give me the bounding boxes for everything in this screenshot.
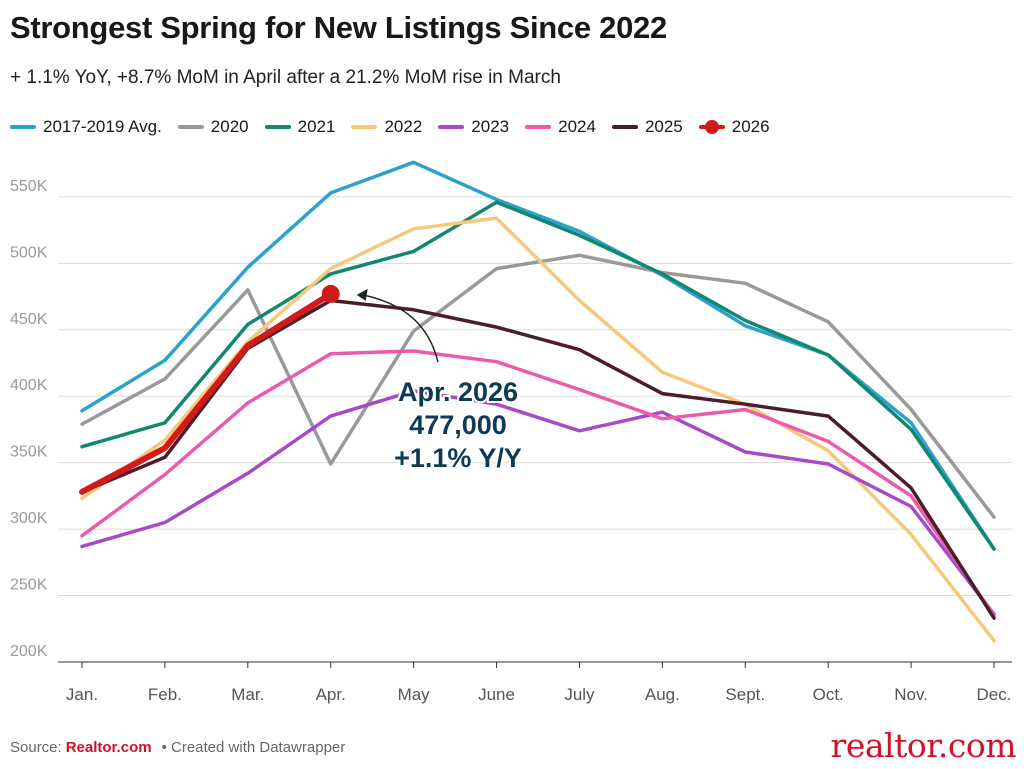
legend-swatch bbox=[525, 125, 552, 129]
legend-item: 2025 bbox=[611, 117, 683, 137]
annotation-arrowhead bbox=[356, 288, 368, 301]
legend-label: 2021 bbox=[297, 117, 336, 136]
legend-swatch bbox=[177, 125, 204, 129]
y-tick-label: 550K bbox=[10, 178, 48, 195]
legend-item: 2026 bbox=[698, 117, 770, 137]
legend-item: 2017-2019 Avg. bbox=[10, 117, 162, 137]
annotation-arrow bbox=[362, 294, 439, 363]
legend-swatch bbox=[611, 125, 638, 129]
legend-item: 2023 bbox=[438, 117, 509, 137]
x-tick-label: Sept. bbox=[725, 685, 765, 704]
legend-item: 2024 bbox=[525, 117, 596, 137]
y-tick-label: 250K bbox=[10, 577, 48, 594]
x-tick-label: Dec. bbox=[977, 685, 1012, 704]
legend-label: 2020 bbox=[210, 117, 249, 136]
x-tick-label: Aug. bbox=[645, 685, 680, 704]
legend-swatch bbox=[264, 125, 291, 129]
legend-label: 2023 bbox=[471, 117, 510, 136]
series-line-2020 bbox=[80, 253, 996, 519]
legend-swatch bbox=[10, 125, 36, 129]
x-tick-label: Oct. bbox=[813, 685, 844, 704]
annotation-text: 477,000 bbox=[409, 410, 507, 440]
datawrapper-credit: • Created with Datawrapper bbox=[161, 739, 346, 756]
x-tick-label: Feb. bbox=[148, 685, 182, 704]
legend-item: 2021 bbox=[264, 117, 336, 137]
x-tick-label: Apr. bbox=[316, 685, 346, 704]
legend-swatch bbox=[698, 120, 725, 134]
series-line-2024 bbox=[80, 349, 996, 618]
chart-subtitle: + 1.1% YoY, +8.7% MoM in April after a 2… bbox=[10, 67, 561, 88]
series-line-2021 bbox=[80, 200, 996, 551]
legend-label: 2022 bbox=[384, 117, 423, 136]
legend-label: 2025 bbox=[644, 117, 683, 136]
x-tick-label: Jan. bbox=[66, 685, 98, 704]
y-tick-label: 300K bbox=[10, 510, 48, 527]
x-tick-label: June bbox=[478, 685, 515, 704]
realtor-logo: realtor.com bbox=[830, 726, 1017, 765]
legend-swatch bbox=[438, 125, 465, 129]
y-tick-label: 400K bbox=[10, 377, 48, 394]
legend-dot bbox=[704, 120, 719, 134]
source-link[interactable]: Realtor.com bbox=[65, 739, 152, 756]
legend-swatch bbox=[351, 125, 378, 129]
legend-label: 2024 bbox=[558, 117, 596, 136]
legend: 2017-2019 Avg. 2020 2021 2022 2023 2024 2025 20… bbox=[10, 117, 786, 137]
legend-label: 2026 bbox=[731, 117, 770, 136]
y-tick-label: 350K bbox=[10, 444, 48, 461]
x-tick-label: Nov. bbox=[894, 685, 928, 704]
series-endpoint-2026 bbox=[321, 284, 340, 303]
legend-label: 2017-2019 Avg. bbox=[43, 117, 162, 136]
source-label: Source: bbox=[10, 739, 62, 756]
x-tick-label: May bbox=[398, 685, 431, 704]
x-tick-label: July bbox=[564, 685, 595, 704]
x-tick-label: Mar. bbox=[231, 685, 264, 704]
legend-item: 2022 bbox=[351, 117, 422, 137]
series-line-2023 bbox=[80, 389, 996, 616]
y-tick-label: 450K bbox=[10, 311, 48, 328]
y-tick-label: 500K bbox=[10, 244, 48, 261]
legend-item: 2020 bbox=[177, 117, 249, 137]
chart-title: Strongest Spring for New Listings Since … bbox=[10, 10, 667, 45]
y-tick-label: 200K bbox=[10, 643, 48, 660]
annotation-text: Apr. 2026 bbox=[398, 377, 518, 407]
footer: Source: Realtor.com • Created with Datawra… bbox=[10, 739, 345, 756]
series-line-2026 bbox=[79, 290, 334, 495]
annotation-text: +1.1% Y/Y bbox=[394, 443, 522, 473]
